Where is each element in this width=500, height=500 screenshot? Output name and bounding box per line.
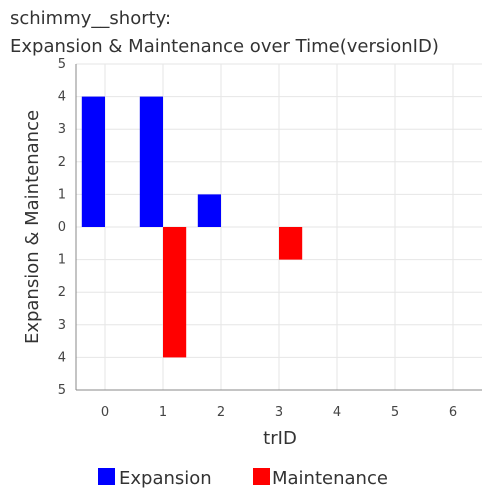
chart-title-line1: schimmy__shorty:	[10, 8, 171, 29]
y-tick-label: 3	[58, 122, 66, 137]
bar-expansion-2	[197, 194, 221, 227]
y-tick-label: 5	[58, 57, 66, 72]
bar-maintenance-3	[279, 227, 303, 260]
legend-label-maintenance: Maintenance	[272, 468, 388, 489]
x-tick-label: 1	[159, 405, 167, 420]
x-tick-label: 5	[391, 405, 399, 420]
x-tick-label: 0	[101, 405, 109, 420]
y-tick-label: 2	[58, 285, 66, 300]
legend-swatch-expansion	[98, 468, 115, 485]
y-tick-label: 0	[58, 220, 66, 235]
legend: Expansion Maintenance	[98, 468, 388, 489]
bars	[81, 96, 303, 358]
x-axis-label: trID	[263, 428, 297, 449]
bar-expansion-1	[139, 96, 163, 227]
tick-labels: 5 4 3 2 1 0 1 2 3 4 5 0 1 2 3 4 5 6	[58, 57, 457, 420]
y-tick-label: 1	[58, 253, 66, 268]
x-tick-label: 4	[333, 405, 341, 420]
x-tick-label: 2	[217, 405, 225, 420]
y-tick-label: 3	[58, 318, 66, 333]
y-tick-label: 1	[58, 187, 66, 202]
legend-label-expansion: Expansion	[119, 468, 212, 489]
chart-title-line2: Expansion & Maintenance over Time(versio…	[10, 36, 439, 57]
y-tick-label: 5	[58, 383, 66, 398]
bar-expansion-0	[81, 96, 105, 227]
y-tick-label: 4	[58, 90, 66, 105]
bar-maintenance-1	[163, 227, 187, 358]
x-tick-label: 3	[275, 405, 283, 420]
x-tick-label: 6	[449, 405, 457, 420]
y-axis-label: Expansion & Maintenance	[22, 110, 43, 344]
legend-swatch-maintenance	[253, 468, 270, 485]
y-tick-label: 2	[58, 155, 66, 170]
y-tick-label: 4	[58, 350, 66, 365]
